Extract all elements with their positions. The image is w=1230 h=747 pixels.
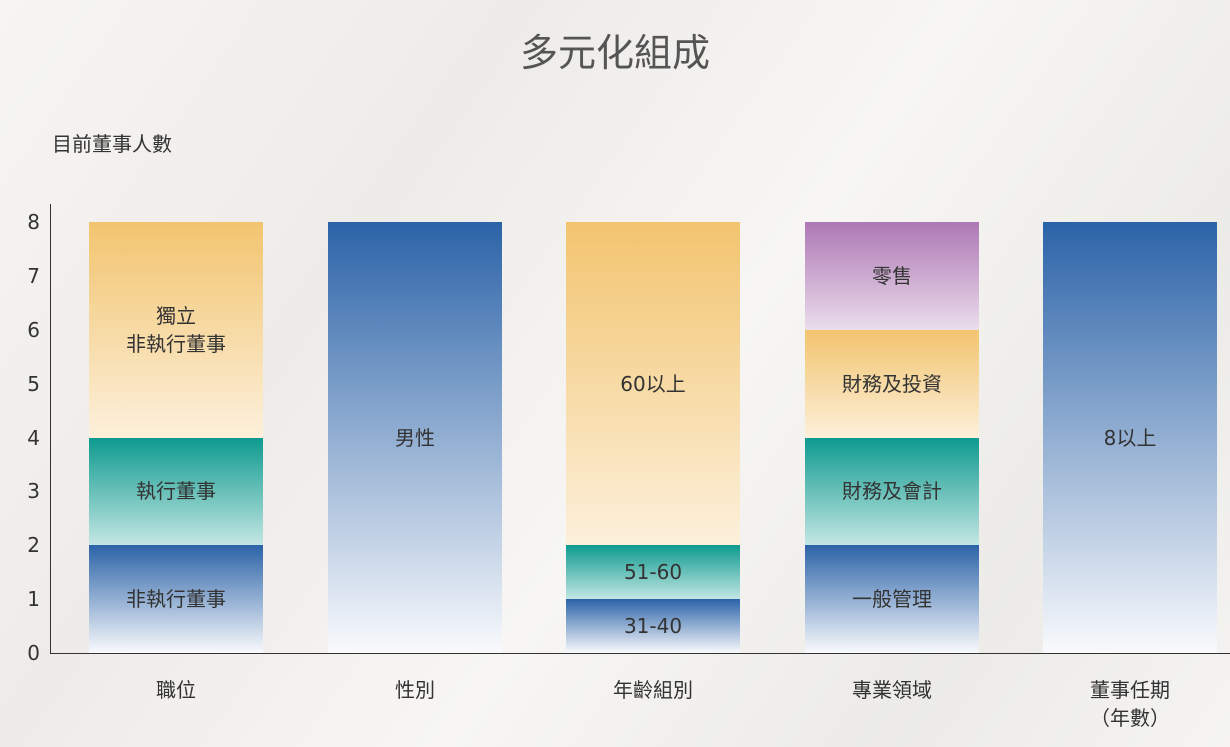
y-tick-label: 0 xyxy=(27,641,40,665)
y-tick-label: 2 xyxy=(27,533,40,558)
bar-segment: 財務及會計 xyxy=(805,437,979,546)
bar-segment: 執行董事 xyxy=(89,437,263,546)
bar-segment: 60以上 xyxy=(566,222,740,546)
y-tick-label: 6 xyxy=(27,317,40,342)
y-axis xyxy=(50,204,51,653)
x-tick-label: 性別 xyxy=(395,678,435,702)
bar-segment: 非執行董事 xyxy=(89,545,263,653)
y-axis-label: 目前董事人數 xyxy=(52,132,172,156)
y-tick-label: 1 xyxy=(27,587,40,612)
bar-segment: 8以上 xyxy=(1043,222,1217,653)
bar-segment: 財務及投資 xyxy=(805,329,979,438)
bar-segment: 31-40 xyxy=(566,599,740,653)
y-tick-label: 3 xyxy=(27,479,40,504)
y-tick-label: 5 xyxy=(27,371,40,396)
x-tick-label: 董事任期 （年數） xyxy=(1090,678,1170,730)
y-tick-label: 4 xyxy=(27,425,40,450)
y-tick-label: 7 xyxy=(27,263,40,288)
x-tick-label: 專業領域 xyxy=(852,678,932,702)
chart-title: 多元化組成 xyxy=(519,31,710,75)
x-axis xyxy=(50,653,1230,654)
bar-segment: 獨立 非執行董事 xyxy=(89,222,263,438)
bar-segment: 一般管理 xyxy=(805,545,979,653)
y-tick-label: 8 xyxy=(27,210,40,234)
x-tick-label: 職位 xyxy=(156,678,196,702)
bar-segment: 零售 xyxy=(805,222,979,330)
x-tick-label: 年齡組別 xyxy=(613,678,693,702)
bar-segment: 51-60 xyxy=(566,545,740,600)
bar-segment: 男性 xyxy=(328,222,502,653)
